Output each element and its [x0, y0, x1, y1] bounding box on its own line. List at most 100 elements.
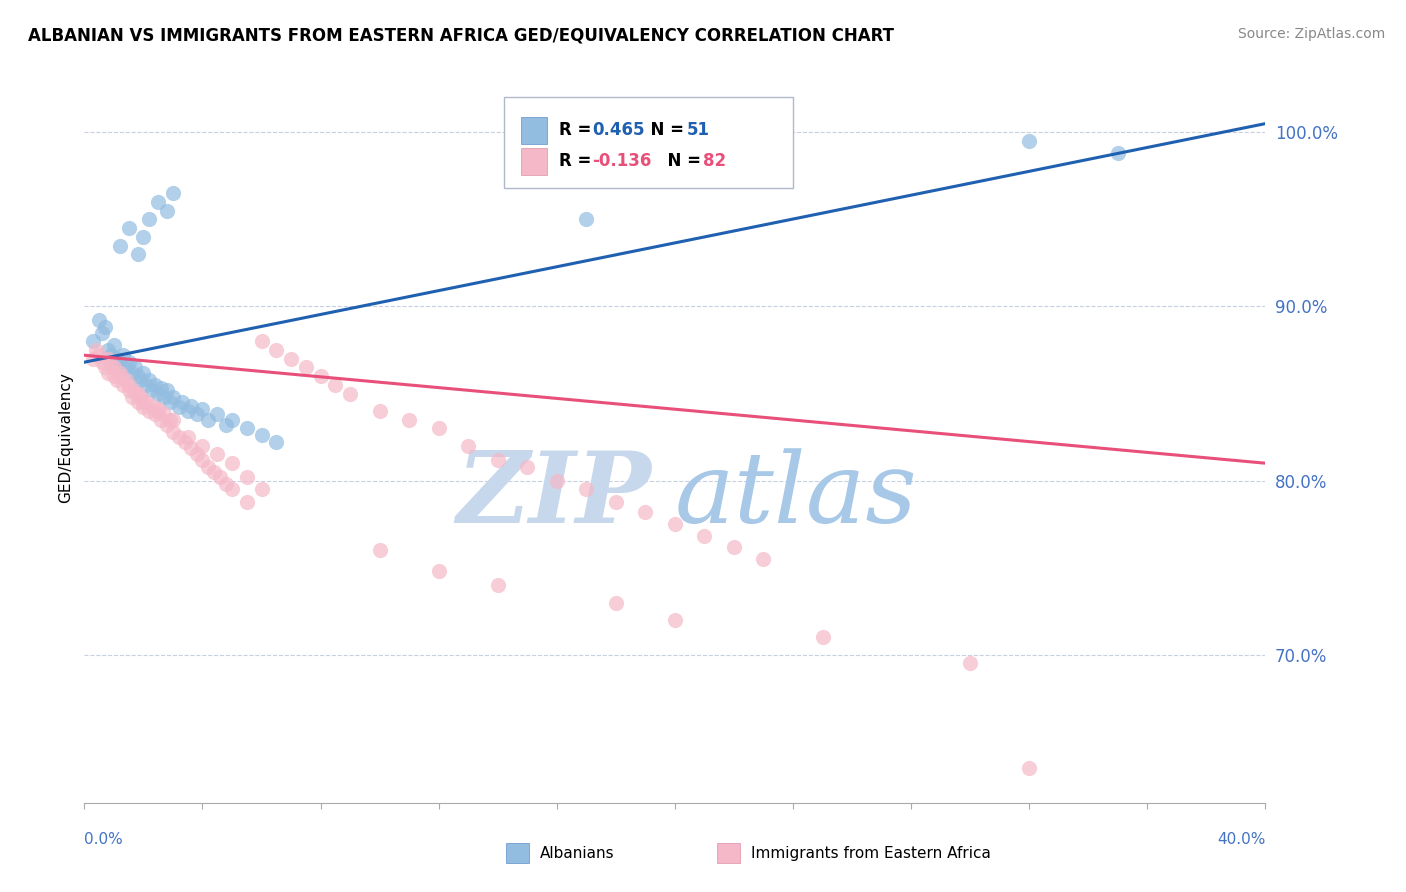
Point: [162, 186, 184, 201]
Point: [148, 386, 170, 401]
Point: [368, 543, 391, 558]
Point: [153, 408, 176, 422]
Point: [427, 421, 450, 435]
Point: [129, 390, 152, 404]
Point: [118, 383, 141, 397]
Point: [159, 395, 181, 409]
Point: [723, 540, 745, 554]
Text: N =: N =: [640, 121, 690, 139]
Point: [215, 477, 238, 491]
Point: [148, 404, 170, 418]
Point: [250, 483, 273, 497]
Point: [162, 390, 184, 404]
Point: [114, 360, 136, 375]
Point: [197, 459, 219, 474]
Point: [108, 238, 131, 252]
Point: [124, 384, 146, 399]
Point: [266, 435, 288, 450]
Point: [150, 381, 173, 395]
Point: [207, 408, 229, 422]
Point: [108, 369, 131, 384]
Point: [280, 351, 302, 366]
Point: [97, 351, 120, 366]
Point: [156, 203, 179, 218]
Text: ALBANIAN VS IMMIGRANTS FROM EASTERN AFRICA GED/EQUIVALENCY CORRELATION CHART: ALBANIAN VS IMMIGRANTS FROM EASTERN AFRI…: [28, 27, 894, 45]
Bar: [522, 148, 547, 175]
Point: [215, 417, 238, 432]
Point: [250, 334, 273, 349]
Point: [811, 631, 834, 645]
Point: [173, 435, 195, 450]
Point: [197, 412, 219, 426]
Point: [162, 412, 184, 426]
Point: [207, 448, 229, 462]
Point: [236, 470, 259, 484]
Point: [368, 404, 391, 418]
Point: [84, 343, 107, 357]
Text: R =: R =: [560, 121, 598, 139]
Point: [127, 247, 149, 261]
Point: [138, 212, 160, 227]
Point: [132, 395, 155, 409]
Point: [82, 351, 104, 366]
Point: [132, 401, 155, 415]
Point: [153, 390, 176, 404]
Point: [156, 417, 179, 432]
Text: Immigrants from Eastern Africa: Immigrants from Eastern Africa: [751, 846, 991, 861]
Point: [108, 355, 131, 369]
Point: [97, 366, 120, 380]
Point: [221, 456, 243, 470]
Point: [91, 355, 114, 369]
Point: [1018, 761, 1040, 775]
Point: [87, 348, 111, 362]
Point: [266, 343, 288, 357]
Point: [118, 221, 141, 235]
Point: [180, 399, 202, 413]
Point: [221, 483, 243, 497]
Point: [94, 360, 117, 375]
Point: [486, 452, 509, 467]
Point: [127, 395, 149, 409]
Point: [177, 404, 200, 418]
Text: -0.136: -0.136: [592, 153, 651, 170]
Point: [138, 404, 160, 418]
Point: [1107, 146, 1129, 161]
Point: [752, 552, 775, 566]
Text: ZIP: ZIP: [457, 448, 651, 544]
Point: [121, 390, 143, 404]
Text: 0.0%: 0.0%: [84, 832, 124, 847]
Point: [605, 494, 627, 508]
Point: [141, 399, 163, 413]
Point: [148, 194, 170, 209]
Point: [105, 373, 128, 387]
Point: [339, 386, 361, 401]
Y-axis label: GED/Equivalency: GED/Equivalency: [58, 372, 73, 502]
Point: [82, 334, 104, 349]
Text: 51: 51: [686, 121, 710, 139]
Point: [103, 338, 125, 352]
Point: [664, 613, 686, 627]
Text: 82: 82: [703, 153, 727, 170]
Point: [87, 313, 111, 327]
Text: 0.465: 0.465: [592, 121, 645, 139]
Point: [91, 326, 114, 340]
Point: [575, 483, 598, 497]
Bar: [522, 117, 547, 144]
Point: [138, 373, 160, 387]
Point: [148, 402, 170, 417]
Point: [236, 494, 259, 508]
Point: [457, 439, 479, 453]
FancyBboxPatch shape: [503, 97, 793, 188]
Text: Source: ZipAtlas.com: Source: ZipAtlas.com: [1237, 27, 1385, 41]
Point: [150, 412, 173, 426]
Point: [186, 448, 208, 462]
Point: [129, 373, 152, 387]
Point: [105, 351, 128, 366]
Point: [236, 421, 259, 435]
Point: [170, 395, 193, 409]
Point: [127, 369, 149, 384]
Point: [103, 360, 125, 375]
Point: [132, 229, 155, 244]
Point: [191, 452, 214, 467]
Point: [100, 348, 122, 362]
